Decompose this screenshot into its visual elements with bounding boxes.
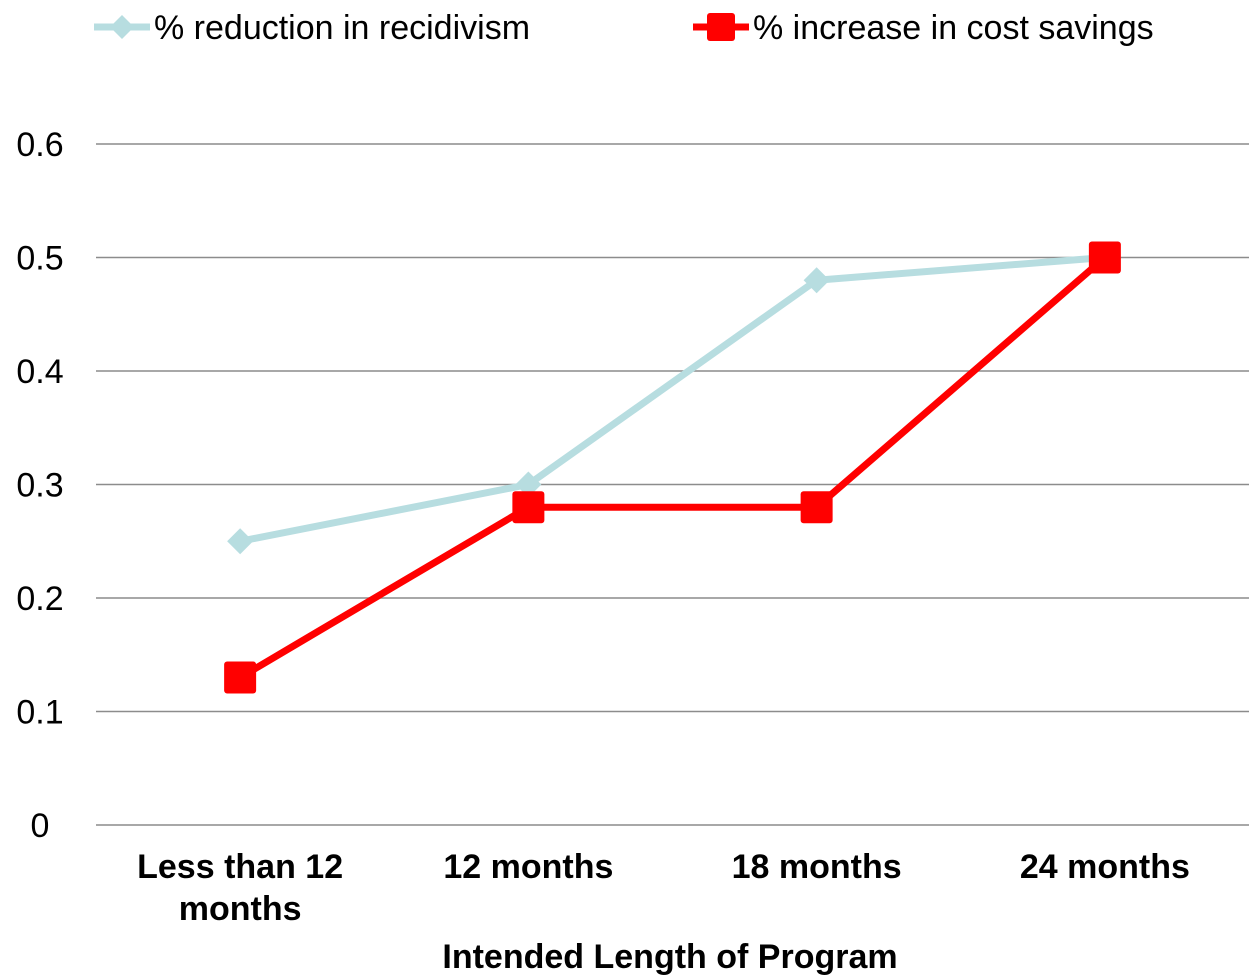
data-point [515,471,542,498]
x-category-line: months [179,890,302,928]
y-tick-label: 0 [31,807,50,845]
x-category-label: 12 months [443,848,613,886]
legend: % reduction in recidivism % increase in c… [94,9,1154,47]
legend-marker [110,15,134,39]
x-category-label: 18 months [732,848,902,886]
y-tick-label: 0.1 [16,694,63,732]
gridlines [96,143,1249,826]
legend-item: % increase in cost savings [693,9,1154,47]
y-tick-label: 0.5 [16,240,63,278]
x-axis-categories: Less than 12 months 12 months 18 months 24 m… [137,848,1190,928]
y-tick-label: 0.4 [16,353,63,391]
x-category-line: 18 months [732,848,902,886]
data-point [803,267,830,294]
x-axis-title: Intended Length of Program [442,938,897,976]
data-point [227,528,254,555]
x-category-line: 24 months [1020,848,1190,886]
data-point [224,661,257,694]
legend-label: % reduction in recidivism [154,9,530,47]
series-line [239,254,1106,545]
data-point [1088,241,1121,274]
x-category-line: 12 months [443,848,613,886]
legend-label: % increase in cost savings [753,9,1154,47]
series-1 [224,241,1121,694]
series-0 [227,244,1118,555]
y-axis-ticks: 0 0.1 0.2 0.3 0.4 0.5 0.6 [16,126,63,845]
y-tick-label: 0.2 [16,580,63,618]
data-point [512,491,545,524]
data-point [800,491,833,524]
series-line [238,254,1108,681]
legend-marker [707,13,735,41]
legend-item: % reduction in recidivism [94,9,530,47]
x-category-label: 24 months [1020,848,1190,886]
series-layer [224,241,1121,694]
x-category-label: Less than 12 months [137,848,343,928]
y-tick-label: 0.6 [16,126,63,164]
y-tick-label: 0.3 [16,467,63,505]
x-category-line: Less than 12 [137,848,343,886]
